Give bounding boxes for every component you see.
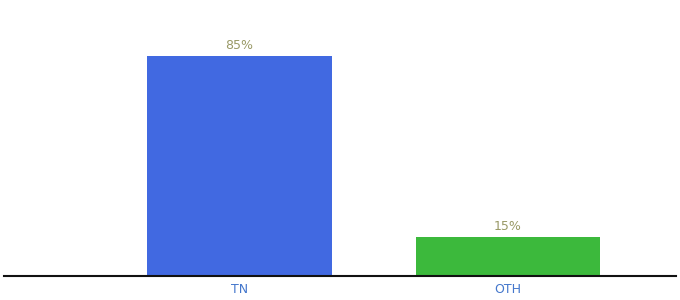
Bar [147,56,332,276]
Text: 15%: 15% [494,220,522,233]
Text: 85%: 85% [225,39,253,52]
Bar [415,237,600,276]
